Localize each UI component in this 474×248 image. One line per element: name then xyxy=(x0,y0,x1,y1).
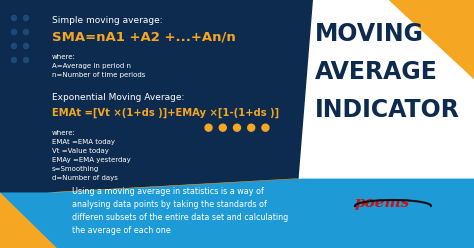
Circle shape xyxy=(11,30,17,34)
Circle shape xyxy=(11,15,17,21)
Polygon shape xyxy=(293,0,474,248)
Circle shape xyxy=(234,124,240,131)
Circle shape xyxy=(11,58,17,62)
Polygon shape xyxy=(389,0,474,79)
Text: SMA=nA1 +A2 +...+An/n: SMA=nA1 +A2 +...+An/n xyxy=(52,30,236,43)
Circle shape xyxy=(11,43,17,49)
Text: A=Average in period n: A=Average in period n xyxy=(52,63,131,69)
Circle shape xyxy=(24,58,28,62)
Text: EMAt =EMA today: EMAt =EMA today xyxy=(52,139,115,145)
Text: AVERAGE: AVERAGE xyxy=(315,60,438,84)
Text: Simple moving average:: Simple moving average: xyxy=(52,16,163,25)
Text: where:: where: xyxy=(52,54,76,60)
Polygon shape xyxy=(47,179,303,192)
Circle shape xyxy=(24,15,28,21)
Text: s=Smoothing: s=Smoothing xyxy=(52,166,99,172)
Text: where:: where: xyxy=(52,130,76,136)
Text: EMAt =[Vt ×(1+ds )]+EMAy ×[1-(1+ds )]: EMAt =[Vt ×(1+ds )]+EMAy ×[1-(1+ds )] xyxy=(52,108,279,118)
Circle shape xyxy=(205,124,212,131)
Circle shape xyxy=(24,43,28,49)
Polygon shape xyxy=(0,192,57,248)
Text: MOVING: MOVING xyxy=(315,22,424,46)
Text: EMAy =EMA yesterday: EMAy =EMA yesterday xyxy=(52,157,131,163)
Text: n=Number of time periods: n=Number of time periods xyxy=(52,72,146,78)
Circle shape xyxy=(219,124,226,131)
Text: Using a moving average in statistics is a way of
analysing data points by taking: Using a moving average in statistics is … xyxy=(72,186,288,235)
Circle shape xyxy=(248,124,255,131)
Text: Exponential Moving Average:: Exponential Moving Average: xyxy=(52,93,184,102)
Text: INDICATOR: INDICATOR xyxy=(315,98,460,122)
Polygon shape xyxy=(0,179,474,248)
Text: poems: poems xyxy=(355,196,410,210)
Text: Vt =Value today: Vt =Value today xyxy=(52,148,109,154)
Text: d=Number of days: d=Number of days xyxy=(52,175,118,181)
Polygon shape xyxy=(0,0,315,248)
Circle shape xyxy=(262,124,269,131)
Circle shape xyxy=(24,30,28,34)
